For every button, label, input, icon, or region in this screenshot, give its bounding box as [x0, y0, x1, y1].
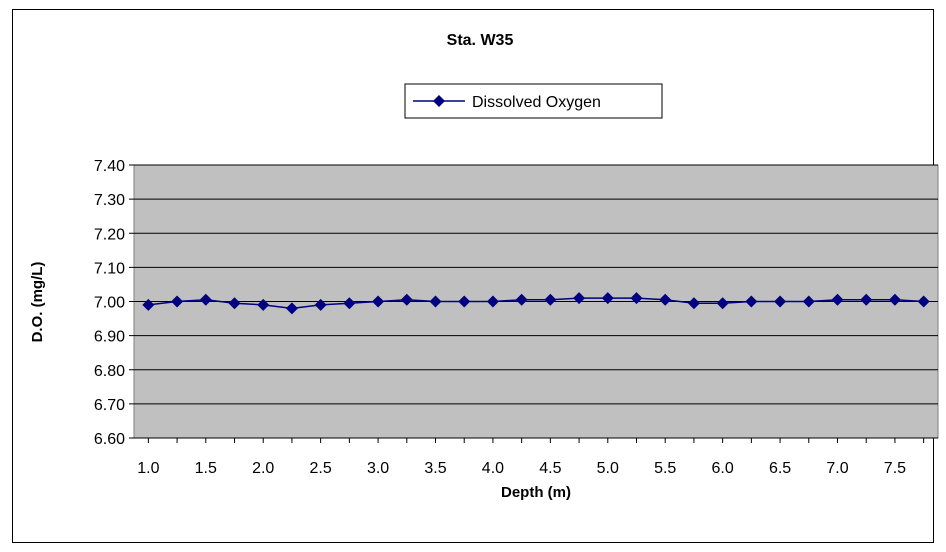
y-tick-label: 6.90 [94, 329, 125, 346]
data-point-marker [199, 293, 212, 306]
legend-marker-icon [433, 95, 445, 107]
data-point-marker [458, 295, 471, 308]
legend-label: Dissolved Oxygen [472, 94, 601, 111]
data-point-marker [343, 297, 356, 310]
x-tick-label: 1.5 [195, 460, 217, 477]
data-point-marker [486, 295, 499, 308]
data-point-marker [142, 298, 155, 311]
data-point-marker [314, 298, 327, 311]
y-tick-label: 7.10 [94, 260, 125, 277]
data-point-marker [831, 293, 844, 306]
data-point-marker [400, 293, 413, 306]
x-tick-label: 6.0 [712, 460, 734, 477]
series-markers [142, 292, 930, 315]
x-tick-label: 3.5 [424, 460, 446, 477]
data-point-marker [716, 297, 729, 310]
data-point-marker [774, 295, 787, 308]
data-point-marker [171, 295, 184, 308]
data-point-marker [687, 297, 700, 310]
y-tick-label: 6.80 [94, 363, 125, 380]
x-tick-label: 6.5 [769, 460, 791, 477]
x-tick-label: 4.0 [482, 460, 504, 477]
data-point-marker [573, 292, 586, 305]
y-tick-label: 7.00 [94, 295, 125, 312]
data-point-marker [544, 293, 557, 306]
x-tick-label: 7.0 [826, 460, 848, 477]
gridlines [134, 164, 938, 439]
data-point-marker [372, 295, 385, 308]
x-tick-label: 2.0 [252, 460, 274, 477]
data-point-marker [888, 293, 901, 306]
data-point-marker [745, 295, 758, 308]
data-point-marker [659, 293, 672, 306]
chart-title: Sta. W35 [447, 32, 514, 49]
x-tick-label: 5.5 [654, 460, 676, 477]
x-axis-ticks: 1.0 1.5 2.0 2.5 3.0 3.5 4.0 4.5 5.0 5.5 6.0 6.5 7.0 7… [137, 438, 925, 477]
y-axis-ticks: 6.60 6.70 6.80 6.90 7.00 7.10 7.20 7.30 7.40 [94, 158, 134, 448]
y-tick-label: 7.40 [94, 158, 125, 175]
y-axis-title: D.O. (mg/L) [29, 262, 46, 343]
x-tick-label: 2.5 [310, 460, 332, 477]
x-tick-label: 7.5 [884, 460, 906, 477]
x-tick-label: 3.0 [367, 460, 389, 477]
x-tick-label: 5.0 [597, 460, 619, 477]
data-point-marker [429, 295, 442, 308]
y-tick-label: 7.30 [94, 192, 125, 209]
x-tick-label: 1.0 [137, 460, 159, 477]
data-point-marker [630, 292, 643, 305]
data-point-marker [228, 297, 241, 310]
data-point-marker [285, 302, 298, 315]
y-tick-label: 7.20 [94, 226, 125, 243]
y-tick-label: 6.60 [94, 431, 125, 448]
data-point-marker [515, 293, 528, 306]
data-point-marker [257, 298, 270, 311]
x-axis-title: Depth (m) [501, 484, 571, 501]
data-point-marker [917, 295, 930, 308]
y-tick-label: 6.70 [94, 397, 125, 414]
data-point-marker [860, 293, 873, 306]
data-point-marker [601, 292, 614, 305]
x-tick-label: 4.5 [539, 460, 561, 477]
data-point-marker [802, 295, 815, 308]
legend: Dissolved Oxygen [404, 83, 663, 119]
series-line-dissolved-oxygen [148, 297, 924, 310]
